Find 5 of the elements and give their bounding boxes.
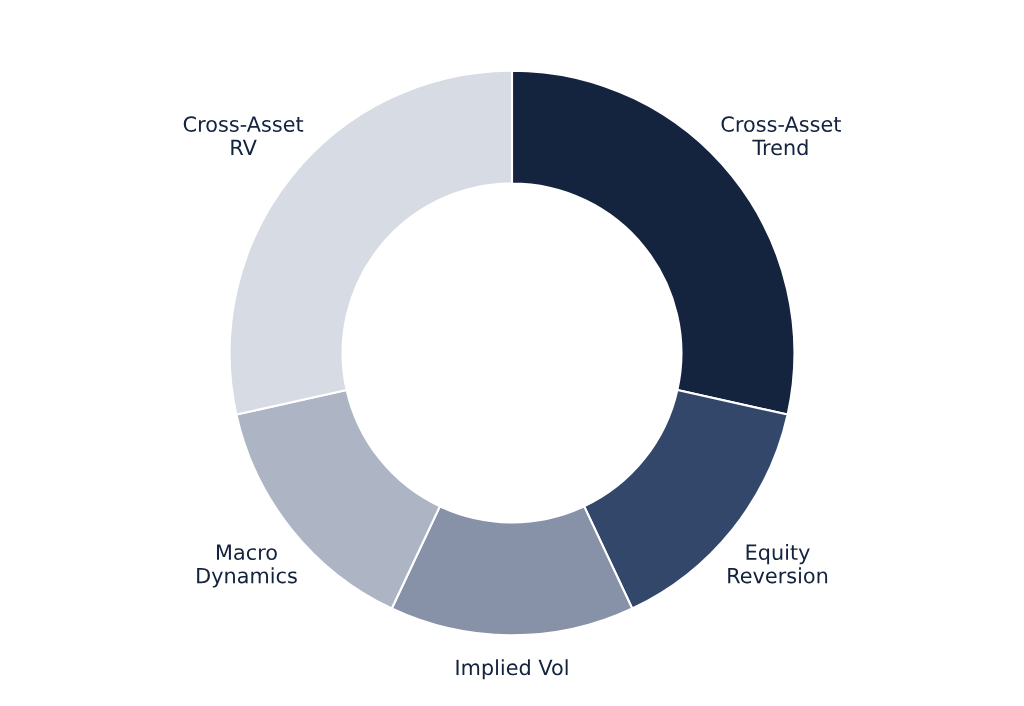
slice-label: Macro Dynamics: [197, 544, 297, 588]
slice-label: Cross-Asset Trend: [721, 116, 841, 156]
slice-label: Cross-Asset RV: [183, 116, 304, 155]
slice-label: Implied Vol: [456, 659, 568, 680]
slice-label: Equity Reversion: [728, 543, 828, 584]
